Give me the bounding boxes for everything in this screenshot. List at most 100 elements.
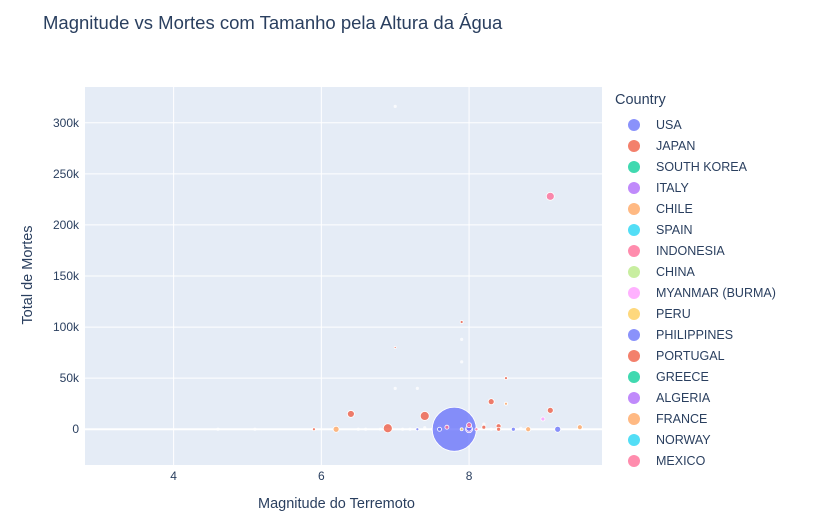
data-point-chile[interactable] bbox=[525, 426, 532, 433]
faint-data-point bbox=[216, 427, 220, 431]
faint-data-point bbox=[378, 427, 383, 431]
legend-label: ITALY bbox=[656, 180, 689, 195]
data-point-indonesia[interactable] bbox=[545, 191, 555, 201]
data-point-japan[interactable] bbox=[393, 346, 397, 349]
legend-marker-icon bbox=[628, 265, 640, 278]
data-point-japan[interactable] bbox=[481, 424, 487, 430]
y-tick-label: 150k bbox=[53, 269, 80, 283]
faint-data-point bbox=[253, 427, 257, 431]
legend-marker-icon bbox=[628, 370, 640, 383]
legend-label: USA bbox=[656, 117, 682, 132]
x-tick-label: 4 bbox=[170, 469, 177, 483]
data-point-chile[interactable] bbox=[576, 424, 583, 431]
legend-title: Country bbox=[615, 92, 666, 108]
legend-item[interactable]: PHILIPPINES bbox=[615, 324, 776, 345]
legend-label: SOUTH KOREA bbox=[656, 159, 747, 174]
data-point-japan[interactable] bbox=[382, 423, 393, 434]
legend-item[interactable]: INDONESIA bbox=[615, 240, 776, 261]
y-tick-label: 250k bbox=[53, 167, 80, 181]
data-points-layer bbox=[312, 191, 583, 452]
x-axis-label: Magnitude do Terremoto bbox=[258, 496, 415, 512]
legend-item[interactable]: NORWAY bbox=[615, 429, 776, 450]
data-point-japan[interactable] bbox=[546, 406, 554, 414]
legend-marker-icon bbox=[628, 454, 640, 467]
data-point-myanmar-burma[interactable] bbox=[540, 416, 546, 422]
legend-marker-icon bbox=[628, 244, 640, 257]
legend-label: CHILE bbox=[656, 201, 693, 216]
legend-item[interactable]: JAPAN bbox=[615, 135, 776, 156]
legend-marker-icon bbox=[628, 160, 640, 173]
legend-marker-icon bbox=[628, 433, 640, 446]
data-point-portugal[interactable] bbox=[496, 426, 502, 432]
legend-label: MEXICO bbox=[656, 453, 706, 468]
legend-item[interactable]: PORTUGAL bbox=[615, 345, 776, 366]
legend-label: JAPAN bbox=[656, 138, 696, 153]
legend-item[interactable]: SOUTH KOREA bbox=[615, 156, 776, 177]
data-point-usa[interactable] bbox=[554, 425, 562, 433]
data-point-chile[interactable] bbox=[332, 425, 340, 433]
data-point-indonesia[interactable] bbox=[444, 424, 450, 430]
legend-label: INDONESIA bbox=[656, 243, 725, 258]
legend-marker-icon bbox=[628, 412, 640, 425]
data-point-japan[interactable] bbox=[312, 427, 316, 432]
faint-data-point bbox=[482, 422, 486, 426]
data-point-japan[interactable] bbox=[419, 411, 430, 421]
legend: Country USA JAPAN SOUTH KOREA ITALY CHILE SPA… bbox=[615, 92, 776, 471]
legend-item[interactable]: FRANCE bbox=[615, 408, 776, 429]
faint-data-point bbox=[408, 427, 412, 431]
legend-marker-icon bbox=[628, 328, 640, 341]
legend-item[interactable]: GREECE bbox=[615, 366, 776, 387]
legend-marker-icon bbox=[628, 286, 640, 299]
legend-item[interactable]: ALGERIA bbox=[615, 387, 776, 408]
data-point-japan[interactable] bbox=[487, 398, 495, 406]
data-point-japan[interactable] bbox=[346, 410, 355, 418]
faint-data-point bbox=[519, 426, 523, 430]
faint-data-point bbox=[393, 104, 397, 109]
legend-label: PHILIPPINES bbox=[656, 327, 734, 342]
data-point-peru[interactable] bbox=[459, 427, 464, 432]
legend-marker-icon bbox=[628, 391, 640, 404]
legend-item[interactable]: PERU bbox=[615, 303, 776, 324]
legend-item[interactable]: MYANMAR (BURMA) bbox=[615, 282, 776, 303]
legend-item[interactable]: CHILE bbox=[615, 198, 776, 219]
legend-item[interactable]: ITALY bbox=[615, 177, 776, 198]
legend-items: USA JAPAN SOUTH KOREA ITALY CHILE SPAIN INDONE… bbox=[615, 114, 776, 471]
y-tick-label: 200k bbox=[53, 218, 80, 232]
tick-labels: 4 6 8 0 50k 100k 150k 200k 250k 300k bbox=[53, 116, 473, 483]
legend-marker-icon bbox=[628, 307, 640, 320]
faint-data-point bbox=[400, 427, 405, 431]
legend-label: SPAIN bbox=[656, 222, 693, 237]
legend-label: PORTUGAL bbox=[656, 348, 725, 363]
data-point-japan[interactable] bbox=[504, 376, 508, 381]
legend-label: GREECE bbox=[656, 369, 709, 384]
faint-data-point bbox=[393, 386, 397, 390]
legend-item[interactable]: USA bbox=[615, 114, 776, 135]
y-tick-label: 50k bbox=[60, 371, 80, 385]
faint-data-point bbox=[415, 386, 419, 390]
legend-marker-icon bbox=[628, 202, 640, 215]
data-point-japan[interactable] bbox=[459, 320, 464, 324]
legend-label: MYANMAR (BURMA) bbox=[656, 285, 776, 300]
x-tick-label: 6 bbox=[318, 469, 325, 483]
y-tick-label: 100k bbox=[53, 320, 80, 334]
faint-data-point bbox=[460, 337, 464, 341]
y-axis-label: Total de Mortes bbox=[20, 225, 36, 325]
legend-label: CHINA bbox=[656, 264, 695, 279]
data-point-usa[interactable] bbox=[415, 427, 420, 432]
data-point-indonesia[interactable] bbox=[466, 422, 472, 429]
legend-item[interactable]: SPAIN bbox=[615, 219, 776, 240]
y-tick-label: 0 bbox=[72, 422, 79, 436]
data-point-usa[interactable] bbox=[510, 426, 516, 432]
data-point-usa[interactable] bbox=[437, 426, 442, 432]
legend-label: FRANCE bbox=[656, 411, 708, 426]
faint-data-point bbox=[356, 427, 360, 431]
legend-marker-icon bbox=[628, 118, 640, 131]
legend-marker-icon bbox=[628, 181, 640, 194]
legend-label: NORWAY bbox=[656, 432, 711, 447]
data-point-mexico[interactable] bbox=[474, 427, 479, 432]
legend-item[interactable]: MEXICO bbox=[615, 450, 776, 471]
x-tick-label: 8 bbox=[466, 469, 473, 483]
data-point-chile[interactable] bbox=[504, 401, 508, 406]
faint-data-point bbox=[489, 427, 493, 431]
legend-item[interactable]: CHINA bbox=[615, 261, 776, 282]
